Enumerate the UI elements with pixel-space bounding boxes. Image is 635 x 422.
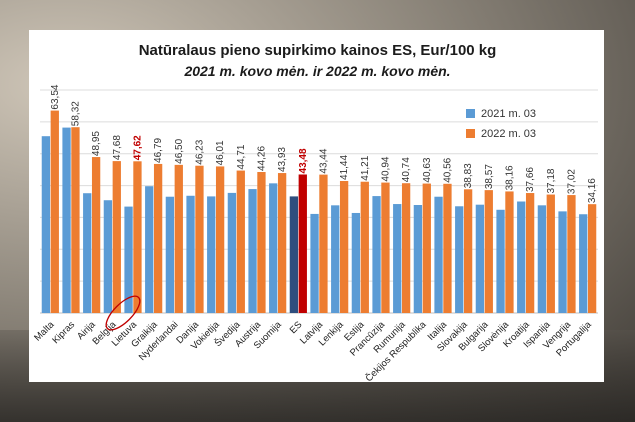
chart-subtitle: 2021 m. kovo mėn. ir 2022 m. kovo mėn. bbox=[184, 63, 451, 79]
data-label-11: 43,93 bbox=[277, 147, 288, 172]
legend-label-0: 2021 m. 03 bbox=[481, 108, 536, 120]
bar-2021-17 bbox=[393, 204, 402, 313]
bar-2022-6 bbox=[174, 164, 183, 313]
data-label-25: 37,02 bbox=[567, 169, 578, 194]
bar-2022-19 bbox=[443, 183, 452, 313]
bar-2021-4 bbox=[124, 206, 133, 313]
data-label-19: 40,56 bbox=[443, 157, 454, 182]
bar-2021-20 bbox=[455, 206, 464, 313]
bar-2021-9 bbox=[227, 192, 237, 313]
bar-2022-20 bbox=[463, 189, 473, 313]
data-label-20: 38,83 bbox=[463, 163, 474, 188]
data-label-7: 46,23 bbox=[195, 139, 206, 164]
bar-2021-7 bbox=[186, 195, 195, 313]
bar-2022-22 bbox=[505, 191, 514, 313]
legend-swatch-1 bbox=[466, 129, 475, 138]
bar-2021-0 bbox=[41, 136, 51, 313]
data-label-16: 40,94 bbox=[381, 156, 392, 181]
bar-2022-17 bbox=[401, 183, 411, 313]
data-label-4: 47,62 bbox=[133, 135, 144, 160]
bar-2022-7 bbox=[195, 165, 204, 313]
data-label-1: 58,32 bbox=[71, 101, 82, 126]
bar-2021-22 bbox=[496, 209, 505, 313]
bar-2022-14 bbox=[339, 180, 349, 313]
data-label-6: 46,50 bbox=[174, 138, 185, 163]
bar-2021-2 bbox=[83, 193, 92, 313]
data-label-17: 40,74 bbox=[401, 157, 412, 182]
data-label-12: 43,48 bbox=[298, 148, 309, 173]
bar-2022-18 bbox=[422, 183, 431, 313]
data-label-24: 37,18 bbox=[546, 168, 557, 193]
data-label-21: 38,57 bbox=[484, 164, 495, 189]
bar-2022-12 bbox=[298, 174, 307, 313]
bar-2022-16 bbox=[381, 182, 390, 313]
chart-title: Natūralaus pieno supirkimo kainos ES, Eu… bbox=[138, 42, 497, 59]
bar-2021-24 bbox=[537, 205, 547, 313]
bar-2021-15 bbox=[351, 212, 361, 313]
data-label-18: 40,63 bbox=[422, 157, 433, 182]
bar-2021-10 bbox=[248, 189, 257, 313]
bar-2021-21 bbox=[475, 204, 485, 313]
data-label-0: 63,54 bbox=[50, 84, 61, 109]
bar-2021-16 bbox=[372, 196, 381, 313]
data-label-3: 47,68 bbox=[112, 135, 123, 160]
data-label-14: 41,44 bbox=[339, 155, 350, 180]
data-label-10: 44,26 bbox=[257, 146, 268, 171]
bar-2021-19 bbox=[434, 196, 443, 313]
bar-2021-18 bbox=[413, 205, 423, 313]
data-label-23: 37,66 bbox=[525, 167, 536, 192]
bar-2021-3 bbox=[103, 200, 113, 313]
bar-2022-9 bbox=[236, 170, 245, 313]
bar-2022-11 bbox=[277, 173, 287, 313]
bar-2022-1 bbox=[71, 127, 80, 314]
bar-2022-21 bbox=[484, 190, 493, 313]
bar-2022-4 bbox=[133, 161, 142, 313]
bar-2021-6 bbox=[165, 196, 175, 313]
data-label-15: 41,21 bbox=[360, 155, 371, 180]
bar-2022-0 bbox=[50, 110, 59, 313]
bar-2022-24 bbox=[546, 194, 555, 313]
bar-2022-10 bbox=[257, 172, 266, 313]
bar-2021-12 bbox=[289, 196, 299, 313]
bar-2021-8 bbox=[207, 196, 216, 313]
bar-2022-8 bbox=[215, 166, 225, 313]
bar-2022-15 bbox=[360, 181, 369, 313]
bar-2022-3 bbox=[112, 161, 121, 313]
bar-2022-25 bbox=[567, 195, 576, 313]
bar-2022-26 bbox=[587, 204, 597, 313]
bar-2022-5 bbox=[153, 163, 163, 313]
bar-2021-26 bbox=[579, 214, 588, 313]
bar-2022-2 bbox=[91, 157, 101, 313]
bar-2021-25 bbox=[558, 211, 567, 313]
bar-2022-13 bbox=[319, 174, 328, 313]
lietuva-circle bbox=[105, 295, 141, 331]
bar-2021-13 bbox=[310, 213, 319, 313]
data-label-5: 46,79 bbox=[153, 137, 164, 162]
bar-2021-23 bbox=[517, 201, 526, 313]
bar-2021-14 bbox=[331, 205, 340, 313]
bar-2021-11 bbox=[269, 183, 278, 313]
data-label-26: 34,16 bbox=[587, 178, 598, 203]
data-label-9: 44,71 bbox=[236, 144, 247, 169]
tick-label-1: Kipras bbox=[50, 319, 77, 346]
legend-swatch-0 bbox=[466, 109, 475, 118]
data-label-22: 38,16 bbox=[505, 165, 516, 190]
bar-2021-5 bbox=[145, 186, 154, 313]
bar-2021-1 bbox=[62, 127, 71, 313]
data-label-13: 43,44 bbox=[319, 148, 330, 173]
data-label-8: 46,01 bbox=[215, 140, 226, 165]
legend-label-1: 2022 m. 03 bbox=[481, 128, 536, 140]
data-label-2: 48,95 bbox=[91, 131, 102, 156]
bar-2022-23 bbox=[525, 193, 535, 313]
